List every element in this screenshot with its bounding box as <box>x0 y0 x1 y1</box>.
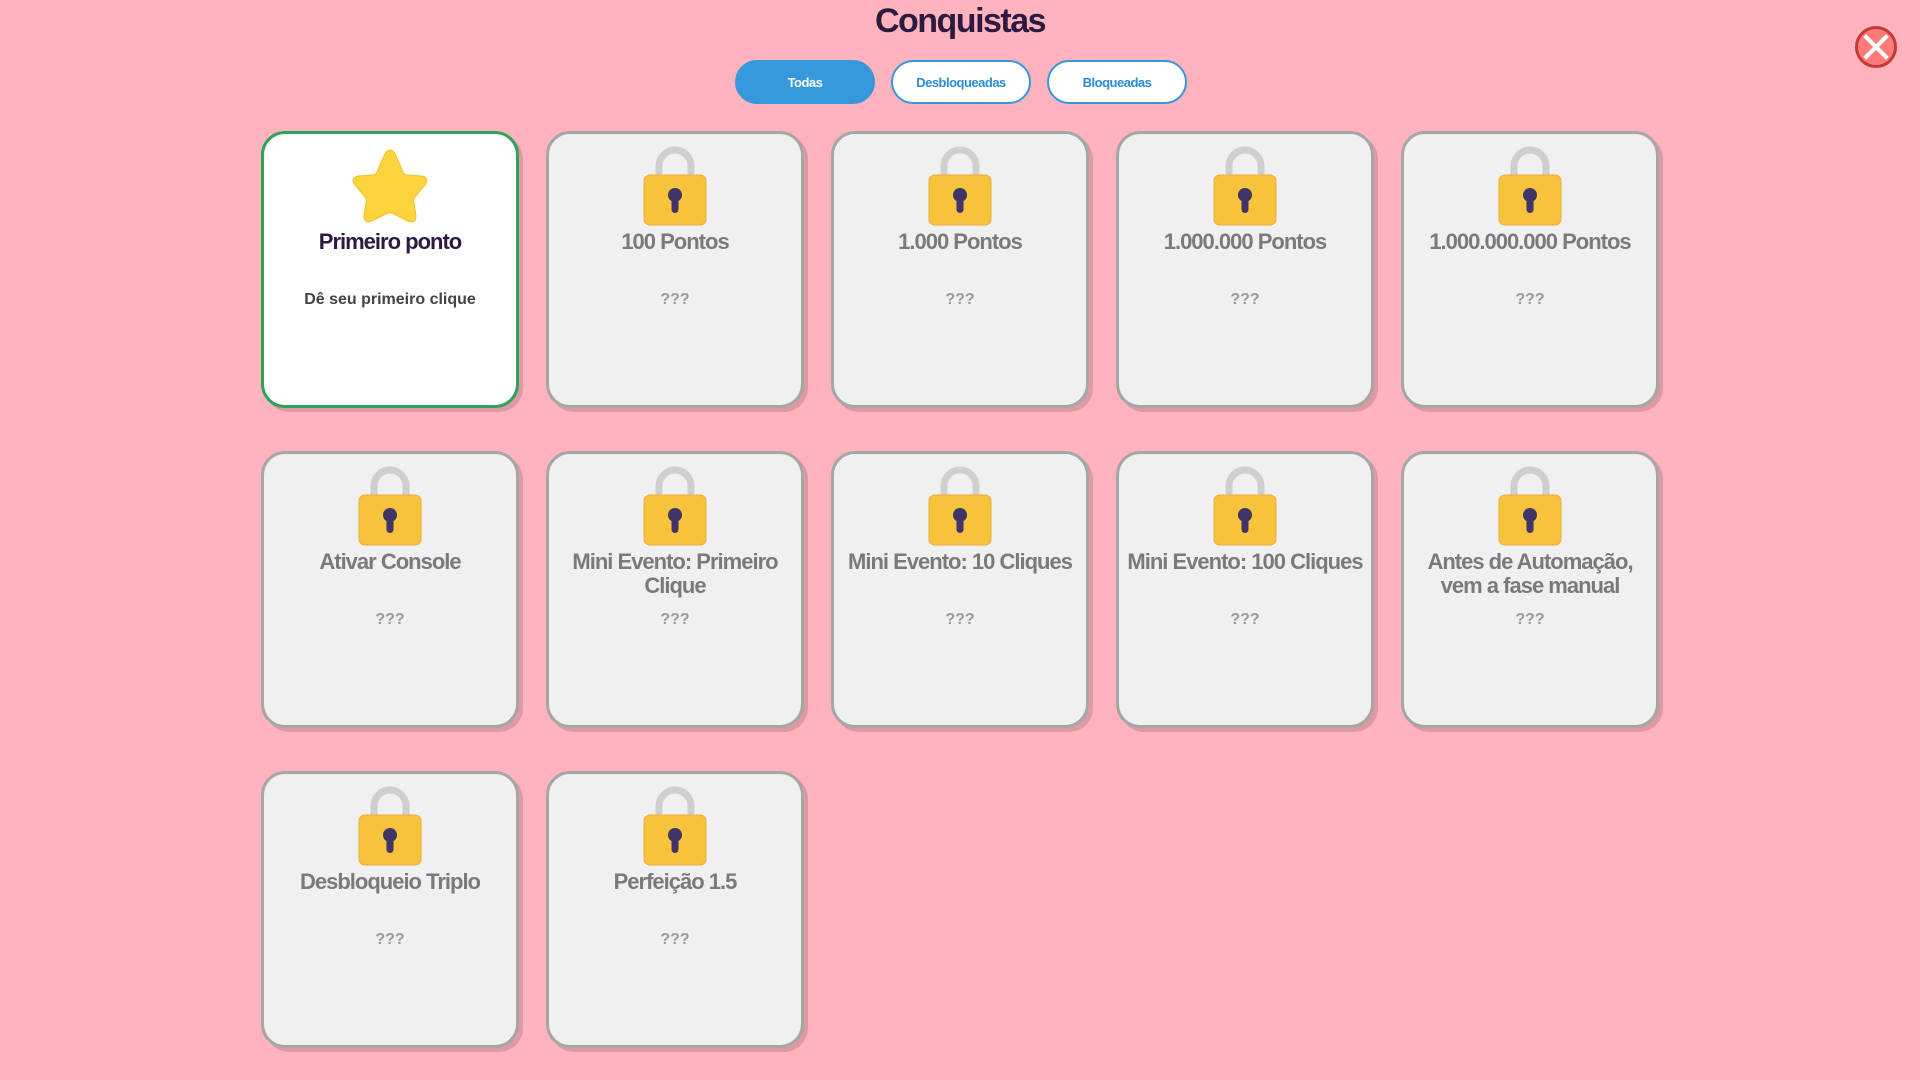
lock-icon <box>1213 146 1277 231</box>
lock-icon <box>358 786 422 871</box>
achievement-card[interactable]: 100 Pontos ??? <box>546 131 804 408</box>
close-button[interactable] <box>1855 26 1897 68</box>
lock-icon <box>643 786 707 871</box>
achievement-description: ??? <box>1515 611 1545 628</box>
achievement-description: ??? <box>660 611 690 628</box>
lock-icon <box>928 146 992 231</box>
achievement-name: 100 Pontos <box>621 229 729 254</box>
achievement-description: ??? <box>1230 611 1260 628</box>
achievement-card[interactable]: Antes de Automação, vem a fase manual ??… <box>1401 451 1659 728</box>
achievement-name: 1.000.000.000 Pontos <box>1429 229 1631 254</box>
achievement-description: ??? <box>375 931 405 948</box>
lock-icon <box>643 466 707 551</box>
achievement-card[interactable]: 1.000.000.000 Pontos ??? <box>1401 131 1659 408</box>
achievement-card[interactable]: Perfeição 1.5 ??? <box>546 771 804 1048</box>
achievement-description: ??? <box>945 291 975 308</box>
achievement-name: Primeiro ponto <box>318 229 462 254</box>
achievement-name: Desbloqueio Triplo <box>299 869 481 894</box>
lock-icon <box>1498 146 1562 231</box>
achievement-name: Mini Evento: 100 Cliques <box>1127 549 1363 574</box>
achievement-card[interactable]: 1.000 Pontos ??? <box>831 131 1089 408</box>
achievement-description: ??? <box>945 611 975 628</box>
achievement-description: ??? <box>660 291 690 308</box>
achievement-description: ??? <box>375 611 405 628</box>
achievement-description: Dê seu primeiro clique <box>304 291 476 308</box>
achievement-name: 1.000 Pontos <box>898 229 1023 254</box>
tab-all[interactable]: Todas <box>735 60 875 104</box>
achievement-card[interactable]: Mini Evento: 10 Cliques ??? <box>831 451 1089 728</box>
lock-icon <box>1213 466 1277 551</box>
achievement-name: Mini Evento: Primeiro Clique <box>572 549 778 598</box>
achievement-card[interactable]: Mini Evento: 100 Cliques ??? <box>1116 451 1374 728</box>
tab-unlocked[interactable]: Desbloqueadas <box>891 60 1031 104</box>
achievement-name: Perfeição 1.5 <box>613 869 738 894</box>
achievement-card[interactable]: Mini Evento: Primeiro Clique ??? <box>546 451 804 728</box>
achievement-name: Antes de Automação, vem a fase manual <box>1427 549 1633 598</box>
achievement-card[interactable]: Primeiro ponto Dê seu primeiro clique <box>261 131 519 408</box>
achievement-grid: Primeiro ponto Dê seu primeiro clique 10… <box>261 131 1659 1048</box>
star-icon <box>348 146 432 231</box>
lock-icon <box>358 466 422 551</box>
tab-locked[interactable]: Bloqueadas <box>1047 60 1187 104</box>
achievement-name: 1.000.000 Pontos <box>1163 229 1328 254</box>
achievement-description: ??? <box>660 931 690 948</box>
achievement-name: Mini Evento: 10 Cliques <box>848 549 1073 574</box>
lock-icon <box>928 466 992 551</box>
achievement-name: Ativar Console <box>319 549 461 574</box>
achievement-description: ??? <box>1230 291 1260 308</box>
achievement-card[interactable]: Desbloqueio Triplo ??? <box>261 771 519 1048</box>
filter-tabs: Todas Desbloqueadas Bloqueadas <box>735 60 1187 104</box>
lock-icon <box>1498 466 1562 551</box>
page-title: Conquistas <box>874 2 1047 40</box>
achievement-card[interactable]: Ativar Console ??? <box>261 451 519 728</box>
lock-icon <box>643 146 707 231</box>
achievement-description: ??? <box>1515 291 1545 308</box>
achievement-card[interactable]: 1.000.000 Pontos ??? <box>1116 131 1374 408</box>
